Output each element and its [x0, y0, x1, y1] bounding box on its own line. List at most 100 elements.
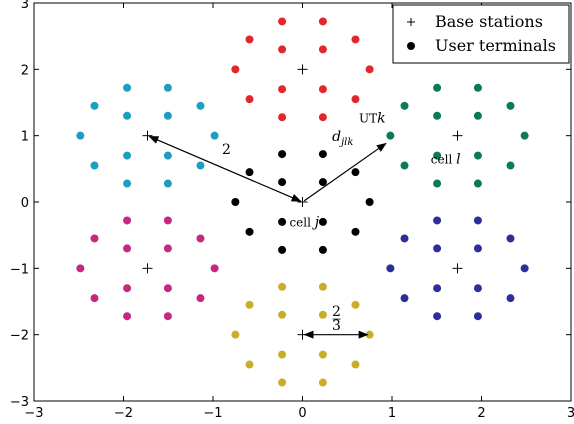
x-tick-label: 1 [388, 406, 396, 421]
user-terminal-point [433, 83, 442, 92]
user-terminal-point [196, 101, 205, 110]
y-tick-label: 0 [21, 196, 29, 211]
user-terminal-point [245, 95, 254, 104]
user-terminal-point [351, 35, 360, 44]
base-station-marker [452, 130, 463, 141]
user-terminal-point [318, 282, 327, 291]
user-terminal-point [278, 282, 287, 291]
base-station-marker [297, 197, 308, 207]
label-celll: cell l [431, 152, 461, 168]
user-terminal-point [163, 284, 172, 293]
user-terminal-point [365, 65, 374, 74]
user-terminal-point [433, 179, 442, 188]
legend-marker-plus [407, 18, 415, 26]
user-terminal-point [351, 168, 360, 177]
user-terminal-point [196, 161, 205, 170]
user-terminal-point [231, 330, 240, 339]
user-terminal-point [278, 350, 287, 359]
base-station-marker [452, 263, 463, 274]
y-tick-label: −1 [10, 262, 29, 277]
user-terminal-point [278, 150, 287, 159]
user-terminal-point [400, 294, 409, 303]
user-terminal-point [231, 198, 240, 206]
user-terminal-point [245, 300, 254, 309]
user-terminal-point [318, 245, 327, 254]
label-utk-var: k [377, 110, 385, 126]
user-terminal-point [433, 244, 442, 253]
label-cellj: cell j [289, 215, 319, 231]
user-terminal-point [351, 360, 360, 369]
user-terminal-point [123, 179, 132, 188]
user-terminal-point [210, 131, 219, 140]
user-terminal-point [386, 131, 395, 140]
y-tick-label: −3 [10, 395, 29, 410]
user-terminal-point [278, 178, 287, 187]
distance-label-2: 2 [222, 142, 231, 158]
legend-label: Base stations [435, 12, 543, 31]
label-cellj-var: j [312, 215, 320, 231]
user-terminal-point [400, 101, 409, 110]
user-terminal-point [163, 111, 172, 120]
user-terminal-point [318, 113, 327, 122]
user-terminal-point [278, 17, 287, 26]
user-terminal-point [318, 150, 327, 159]
data-points [76, 17, 529, 387]
user-terminal-point [123, 244, 132, 253]
distance-label-subscript: jlk [339, 137, 353, 148]
user-terminal-point [196, 234, 205, 243]
user-terminal-point [196, 294, 205, 303]
legend-box [392, 4, 570, 64]
user-terminal-point [90, 234, 99, 243]
user-terminal-point [318, 45, 327, 54]
user-terminal-point [163, 312, 172, 321]
fraction-numerator: 2 [332, 304, 341, 320]
user-terminal-point [278, 217, 287, 226]
y-tick-label: 2 [21, 63, 29, 78]
legend-marker-dot [407, 42, 415, 50]
user-terminal-point [318, 178, 327, 187]
user-terminal-point [123, 216, 132, 225]
arrow-dist2 [148, 135, 302, 202]
user-terminal-point [278, 85, 287, 94]
user-terminal-point [76, 131, 85, 140]
label-utk: UTk [359, 110, 386, 126]
legend-label: User terminals [435, 36, 556, 55]
x-tick-label: 0 [298, 406, 306, 421]
user-terminal-point [278, 310, 287, 319]
label-utk-text: UT [359, 111, 377, 125]
user-terminal-point [231, 65, 240, 74]
user-terminal-point [278, 245, 287, 254]
base-station-marker [142, 130, 153, 141]
y-tick-label: −2 [10, 329, 29, 344]
fraction-denominator: 3 [332, 318, 341, 334]
user-terminal-point [433, 284, 442, 293]
user-terminal-point [351, 227, 360, 236]
user-terminal-point [433, 216, 442, 225]
legend: Base stations User terminals [392, 4, 570, 64]
arrow-djlk [303, 142, 387, 202]
user-terminal-point [433, 312, 442, 321]
user-terminal-point [433, 111, 442, 120]
user-terminal-point [318, 17, 327, 26]
x-tick-label: 2 [477, 406, 485, 421]
user-terminal-point [473, 151, 482, 160]
user-terminal-point [520, 131, 529, 140]
user-terminal-point [351, 300, 360, 309]
user-terminal-point [473, 244, 482, 253]
user-terminal-point [473, 179, 482, 188]
base-station-marker [142, 263, 153, 274]
user-terminal-point [506, 101, 515, 110]
user-terminal-point [278, 378, 287, 387]
user-terminal-point [473, 83, 482, 92]
user-terminal-point [123, 284, 132, 293]
user-terminal-point [123, 83, 132, 92]
user-terminal-point [520, 264, 529, 273]
user-terminal-point [90, 101, 99, 110]
user-terminal-point [123, 111, 132, 120]
user-terminal-point [163, 216, 172, 225]
user-terminal-point [506, 234, 515, 243]
